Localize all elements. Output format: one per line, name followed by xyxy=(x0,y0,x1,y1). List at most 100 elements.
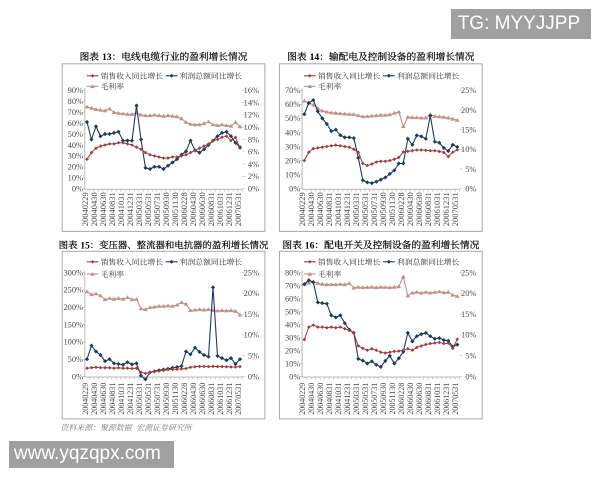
svg-text:10%: 10% xyxy=(461,331,476,340)
svg-text:0%: 0% xyxy=(72,185,83,194)
svg-text:20%: 20% xyxy=(285,156,300,165)
svg-text:60%: 60% xyxy=(285,294,300,303)
svg-text:14: 14 xyxy=(310,52,320,63)
svg-text:5%: 5% xyxy=(465,165,476,174)
svg-text:20050930: 20050930 xyxy=(161,192,171,226)
svg-text:20041031: 20041031 xyxy=(334,383,343,415)
svg-text:20040229: 20040229 xyxy=(80,192,90,226)
svg-text:20051130: 20051130 xyxy=(387,192,397,226)
svg-text:20040430: 20040430 xyxy=(306,192,316,226)
svg-text:90%: 90% xyxy=(68,86,83,95)
svg-text:20%: 20% xyxy=(461,106,476,115)
svg-text:20040430: 20040430 xyxy=(90,383,99,415)
svg-text:20040630: 20040630 xyxy=(315,192,325,226)
svg-text:20050531: 20050531 xyxy=(361,383,370,415)
svg-text:20041031: 20041031 xyxy=(117,383,126,415)
svg-text:20060430: 20060430 xyxy=(188,192,198,226)
svg-text:20061231: 20061231 xyxy=(225,383,234,415)
svg-text:15%: 15% xyxy=(461,126,476,135)
svg-text:2%: 2% xyxy=(248,172,259,181)
svg-text:15%: 15% xyxy=(244,310,259,319)
svg-text:16%: 16% xyxy=(244,86,259,95)
svg-text:20050731: 20050731 xyxy=(370,383,379,415)
svg-text:0%: 0% xyxy=(465,185,476,194)
svg-text:10%: 10% xyxy=(244,123,259,132)
svg-text:20050731: 20050731 xyxy=(152,192,162,226)
svg-text:30%: 30% xyxy=(285,333,300,342)
svg-text:300%: 300% xyxy=(63,268,83,277)
svg-text:20070531: 20070531 xyxy=(450,192,460,226)
svg-text:20050930: 20050930 xyxy=(162,383,171,415)
svg-text:150%: 150% xyxy=(63,320,83,329)
svg-text:20061031: 20061031 xyxy=(215,192,225,226)
svg-text:70%: 70% xyxy=(285,86,300,95)
svg-text:20040630: 20040630 xyxy=(99,383,108,415)
svg-text:20060630: 20060630 xyxy=(197,192,207,226)
svg-text:20050930: 20050930 xyxy=(378,192,388,226)
svg-text:20050331: 20050331 xyxy=(134,192,144,226)
svg-text:10%: 10% xyxy=(461,145,476,154)
svg-text:10%: 10% xyxy=(68,174,83,183)
svg-text:12%: 12% xyxy=(244,111,259,120)
svg-text:10%: 10% xyxy=(285,170,300,179)
svg-text:20060831: 20060831 xyxy=(424,383,433,415)
svg-text:8%: 8% xyxy=(248,135,259,144)
svg-text:20041231: 20041231 xyxy=(342,192,352,226)
svg-text:70%: 70% xyxy=(68,108,83,117)
svg-text:5%: 5% xyxy=(248,352,259,361)
svg-text:20050731: 20050731 xyxy=(369,192,379,226)
svg-text:20%: 20% xyxy=(461,289,476,298)
svg-text:20060430: 20060430 xyxy=(406,383,415,415)
svg-text:50%: 50% xyxy=(68,130,83,139)
svg-text:40%: 40% xyxy=(68,141,83,150)
svg-text:20061231: 20061231 xyxy=(224,192,234,226)
svg-text:20051130: 20051130 xyxy=(170,192,180,226)
svg-text:0%: 0% xyxy=(289,185,300,194)
svg-text:0%: 0% xyxy=(248,372,259,381)
svg-text:20060630: 20060630 xyxy=(198,383,207,415)
svg-text:15: 15 xyxy=(80,241,90,251)
svg-text:20040831: 20040831 xyxy=(107,192,117,226)
svg-text:70%: 70% xyxy=(285,281,300,290)
svg-text:200%: 200% xyxy=(63,303,83,312)
svg-text:20061031: 20061031 xyxy=(432,192,442,226)
svg-text:20041231: 20041231 xyxy=(343,383,352,415)
svg-text:100%: 100% xyxy=(63,338,83,347)
svg-text:20060228: 20060228 xyxy=(397,383,406,415)
svg-text:25%: 25% xyxy=(461,268,476,277)
svg-text:5%: 5% xyxy=(465,352,476,361)
svg-text:20061231: 20061231 xyxy=(442,383,451,415)
svg-text:20040831: 20040831 xyxy=(108,383,117,415)
svg-text:20070531: 20070531 xyxy=(451,383,460,415)
svg-text:20060630: 20060630 xyxy=(414,192,424,226)
svg-text:20041031: 20041031 xyxy=(116,192,126,226)
svg-text:20061031: 20061031 xyxy=(216,383,225,415)
svg-text:30%: 30% xyxy=(285,142,300,151)
svg-text:20040831: 20040831 xyxy=(324,192,334,226)
svg-text:30%: 30% xyxy=(68,152,83,161)
svg-text:20061031: 20061031 xyxy=(433,383,442,415)
svg-text:20041031: 20041031 xyxy=(333,192,343,226)
svg-text:20070531: 20070531 xyxy=(234,383,243,415)
svg-text:20060831: 20060831 xyxy=(206,192,216,226)
svg-text:20040430: 20040430 xyxy=(307,383,316,415)
svg-text:25%: 25% xyxy=(244,268,259,277)
svg-text:20060831: 20060831 xyxy=(207,383,216,415)
svg-text:250%: 250% xyxy=(63,286,83,295)
svg-text:50%: 50% xyxy=(285,114,300,123)
svg-text:20050331: 20050331 xyxy=(135,383,144,415)
svg-text:16: 16 xyxy=(305,240,315,251)
svg-text:20061231: 20061231 xyxy=(441,192,451,226)
svg-text:10%: 10% xyxy=(244,331,259,340)
svg-text:20%: 20% xyxy=(285,346,300,355)
svg-text:20070531: 20070531 xyxy=(233,192,243,226)
svg-text:10%: 10% xyxy=(285,359,300,368)
svg-text:20051130: 20051130 xyxy=(171,383,180,415)
svg-text:20040229: 20040229 xyxy=(298,383,307,415)
svg-text:6%: 6% xyxy=(248,148,259,157)
svg-text:20051130: 20051130 xyxy=(388,383,397,415)
svg-text:50%: 50% xyxy=(285,307,300,316)
svg-text:50%: 50% xyxy=(68,355,83,364)
svg-text:20050731: 20050731 xyxy=(153,383,162,415)
svg-text:20040430: 20040430 xyxy=(89,192,99,226)
